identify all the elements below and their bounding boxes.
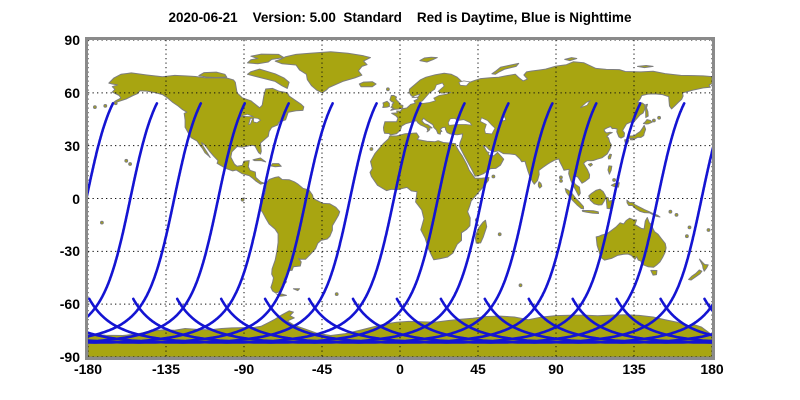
island-dot bbox=[652, 118, 656, 123]
island-dot bbox=[369, 147, 374, 151]
land-polygon bbox=[292, 288, 300, 292]
x-tick-label: 180 bbox=[700, 361, 724, 377]
island-dot bbox=[685, 234, 689, 239]
land-polygon bbox=[688, 269, 703, 281]
land-polygon bbox=[198, 71, 228, 78]
island-dot bbox=[124, 158, 129, 163]
island-dot bbox=[668, 209, 673, 214]
land-polygon bbox=[642, 119, 653, 125]
y-tick-label: -60 bbox=[59, 296, 80, 313]
y-tick-label: 30 bbox=[64, 137, 80, 154]
island-dot bbox=[386, 87, 390, 92]
land-polygon bbox=[491, 62, 520, 75]
land-polygon bbox=[588, 188, 607, 206]
lake-polygon bbox=[447, 117, 473, 126]
island-dot bbox=[491, 174, 496, 179]
x-tick-label: 0 bbox=[396, 361, 404, 377]
y-tick-label: 60 bbox=[64, 84, 80, 101]
gridlines bbox=[88, 40, 712, 357]
x-tick-label: -45 bbox=[311, 361, 333, 377]
x-tick-label: -180 bbox=[73, 361, 103, 377]
plot-svg bbox=[88, 40, 712, 357]
orbit-track-night bbox=[88, 102, 246, 343]
x-tick-label: 135 bbox=[622, 361, 646, 377]
land-polygon bbox=[607, 153, 612, 160]
lake-polygon bbox=[253, 117, 262, 124]
land-polygon bbox=[626, 199, 661, 218]
land-polygon bbox=[587, 162, 593, 167]
orbit-track-night bbox=[88, 102, 290, 344]
orbit-tracks bbox=[88, 102, 712, 344]
orbit-track-night bbox=[88, 102, 159, 318]
land-polygon bbox=[474, 219, 488, 244]
land-polygon bbox=[252, 157, 267, 163]
x-tick-label: -135 bbox=[151, 361, 181, 377]
island-dot bbox=[128, 162, 132, 166]
island-dot bbox=[100, 220, 104, 225]
y-tick-label: -90 bbox=[59, 349, 80, 365]
land-polygon bbox=[699, 258, 709, 272]
lake-polygon bbox=[411, 93, 421, 99]
lake-polygon bbox=[248, 118, 254, 126]
land-polygon bbox=[382, 100, 390, 108]
land-polygon bbox=[389, 95, 404, 111]
plot-frame bbox=[85, 37, 715, 360]
land-polygon bbox=[108, 72, 305, 185]
island-dot bbox=[497, 232, 502, 237]
lake-polygon bbox=[479, 117, 496, 135]
y-tick-label: -30 bbox=[59, 243, 80, 260]
island-dot bbox=[334, 292, 339, 297]
land-polygon bbox=[637, 65, 654, 69]
island-dot bbox=[657, 115, 661, 120]
land-polygon bbox=[247, 68, 290, 89]
lake-polygon bbox=[458, 80, 471, 87]
land-polygon bbox=[270, 163, 282, 168]
lake-polygon bbox=[240, 113, 254, 117]
land-polygon bbox=[259, 176, 341, 294]
lake-polygon bbox=[580, 99, 591, 109]
land-polygon bbox=[607, 165, 613, 175]
island-dot bbox=[674, 213, 679, 217]
island-dot bbox=[706, 228, 711, 232]
land-polygon bbox=[419, 56, 438, 63]
land-polygon bbox=[645, 103, 649, 118]
land-polygon bbox=[629, 137, 634, 141]
x-tick-label: 45 bbox=[470, 361, 486, 377]
landmasses bbox=[88, 51, 712, 357]
x-tick-label: -90 bbox=[233, 361, 255, 377]
island-dot bbox=[93, 105, 97, 109]
island-dot bbox=[103, 104, 108, 108]
island-dot bbox=[559, 175, 563, 180]
island-dot bbox=[518, 283, 523, 288]
island-dot bbox=[612, 178, 616, 182]
plot-layers bbox=[88, 40, 712, 357]
island-dot bbox=[559, 179, 563, 183]
y-tick-label: 90 bbox=[64, 32, 80, 48]
figure-title: 2020-06-21 Version: 5.00 Standard Red is… bbox=[168, 10, 632, 25]
orbit-track-night bbox=[88, 102, 115, 198]
land-polygon bbox=[650, 269, 658, 276]
island-dot bbox=[687, 225, 692, 230]
land-polygon bbox=[274, 51, 371, 94]
island-dot bbox=[113, 101, 118, 106]
land-polygon bbox=[581, 210, 599, 214]
orbit-track-night bbox=[88, 102, 203, 338]
land-polygon bbox=[595, 217, 667, 268]
x-tick-label: 90 bbox=[548, 361, 564, 377]
land-polygon bbox=[564, 57, 578, 62]
land-polygon bbox=[383, 61, 712, 197]
land-polygon bbox=[358, 81, 377, 88]
land-polygon bbox=[537, 181, 543, 189]
y-tick-label: 0 bbox=[72, 190, 80, 207]
land-polygon bbox=[247, 53, 285, 65]
